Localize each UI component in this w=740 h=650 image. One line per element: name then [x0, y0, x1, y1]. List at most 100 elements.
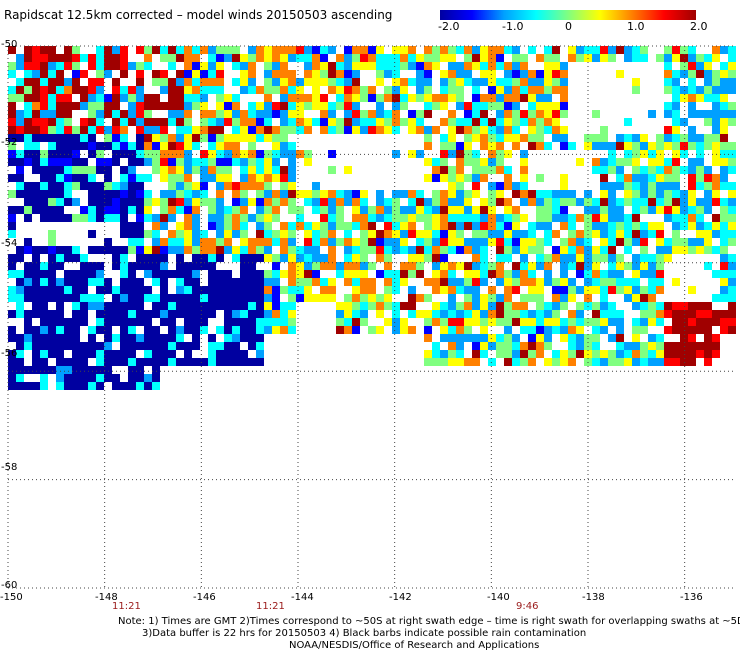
wind-difference-cell: [560, 222, 568, 230]
wind-difference-cell: [248, 318, 256, 326]
wind-difference-cell: [704, 110, 712, 118]
wind-difference-cell: [216, 214, 224, 222]
wind-difference-cell: [448, 318, 456, 326]
wind-difference-cell: [232, 190, 240, 198]
wind-difference-cell: [696, 134, 704, 142]
wind-difference-cell: [160, 262, 168, 270]
wind-difference-cell: [528, 358, 536, 366]
wind-difference-cell: [472, 118, 480, 126]
wind-difference-cell: [360, 54, 368, 62]
wind-difference-cell: [104, 174, 112, 182]
wind-difference-cell: [264, 238, 272, 246]
wind-difference-cell: [112, 102, 120, 110]
wind-difference-cell: [552, 358, 560, 366]
wind-difference-cell: [592, 166, 600, 174]
wind-difference-cell: [464, 70, 472, 78]
wind-difference-cell: [600, 174, 608, 182]
wind-difference-cell: [64, 142, 72, 150]
wind-difference-cell: [208, 126, 216, 134]
wind-difference-cell: [616, 310, 624, 318]
wind-difference-cell: [320, 214, 328, 222]
wind-difference-cell: [40, 294, 48, 302]
wind-difference-cell: [688, 86, 696, 94]
wind-difference-cell: [56, 278, 64, 286]
wind-difference-cell: [712, 134, 720, 142]
wind-difference-cell: [720, 198, 728, 206]
wind-difference-cell: [440, 214, 448, 222]
wind-difference-cell: [712, 102, 720, 110]
wind-difference-cell: [280, 142, 288, 150]
wind-difference-cell: [160, 126, 168, 134]
wind-difference-cell: [256, 206, 264, 214]
wind-difference-cell: [384, 246, 392, 254]
wind-difference-cell: [544, 70, 552, 78]
wind-difference-cell: [520, 350, 528, 358]
wind-difference-cell: [360, 262, 368, 270]
wind-difference-cell: [64, 326, 72, 334]
wind-difference-cell: [144, 190, 152, 198]
wind-difference-cell: [688, 158, 696, 166]
wind-difference-cell: [336, 86, 344, 94]
wind-difference-cell: [512, 238, 520, 246]
wind-difference-cell: [480, 62, 488, 70]
wind-difference-cell: [560, 214, 568, 222]
wind-difference-cell: [240, 126, 248, 134]
wind-difference-cell: [176, 54, 184, 62]
wind-difference-cell: [640, 222, 648, 230]
wind-difference-cell: [680, 326, 688, 334]
wind-difference-cell: [616, 198, 624, 206]
wind-difference-cell: [240, 318, 248, 326]
wind-difference-cell: [664, 142, 672, 150]
wind-difference-cell: [8, 190, 16, 198]
wind-difference-cell: [720, 318, 728, 326]
wind-difference-cell: [448, 190, 456, 198]
wind-difference-cell: [272, 270, 280, 278]
wind-difference-cell: [160, 198, 168, 206]
wind-difference-cell: [288, 206, 296, 214]
wind-difference-cell: [640, 230, 648, 238]
wind-difference-cell: [80, 382, 88, 390]
wind-difference-cell: [352, 214, 360, 222]
wind-difference-cell: [16, 174, 24, 182]
wind-difference-cell: [488, 230, 496, 238]
wind-difference-cell: [176, 302, 184, 310]
wind-difference-cell: [120, 46, 128, 54]
wind-difference-cell: [472, 350, 480, 358]
wind-difference-cell: [552, 86, 560, 94]
wind-difference-cell: [48, 246, 56, 254]
wind-difference-cell: [256, 230, 264, 238]
wind-difference-cell: [528, 294, 536, 302]
wind-difference-cell: [688, 174, 696, 182]
wind-difference-cell: [520, 270, 528, 278]
wind-difference-cell: [88, 302, 96, 310]
wind-difference-cell: [360, 270, 368, 278]
wind-difference-cell: [240, 358, 248, 366]
wind-difference-cell: [184, 54, 192, 62]
wind-difference-cell: [280, 302, 288, 310]
wind-difference-cell: [40, 334, 48, 342]
wind-difference-cell: [48, 262, 56, 270]
wind-difference-cell: [688, 94, 696, 102]
lat-tick-label: -56: [1, 348, 18, 359]
wind-difference-cell: [664, 214, 672, 222]
wind-difference-cell: [224, 94, 232, 102]
wind-difference-cell: [680, 166, 688, 174]
wind-difference-cell: [64, 358, 72, 366]
wind-difference-cell: [360, 286, 368, 294]
wind-difference-cell: [272, 190, 280, 198]
wind-difference-cell: [40, 134, 48, 142]
wind-difference-cell: [56, 102, 64, 110]
wind-difference-cell: [624, 134, 632, 142]
wind-difference-cell: [544, 102, 552, 110]
wind-difference-cell: [224, 318, 232, 326]
wind-difference-cell: [256, 222, 264, 230]
wind-difference-cell: [136, 94, 144, 102]
wind-difference-cell: [568, 358, 576, 366]
wind-difference-cell: [208, 86, 216, 94]
wind-difference-cell: [352, 86, 360, 94]
wind-difference-cell: [56, 190, 64, 198]
wind-difference-cell: [648, 358, 656, 366]
wind-difference-cell: [496, 118, 504, 126]
wind-difference-cell: [208, 174, 216, 182]
wind-difference-cell: [320, 286, 328, 294]
